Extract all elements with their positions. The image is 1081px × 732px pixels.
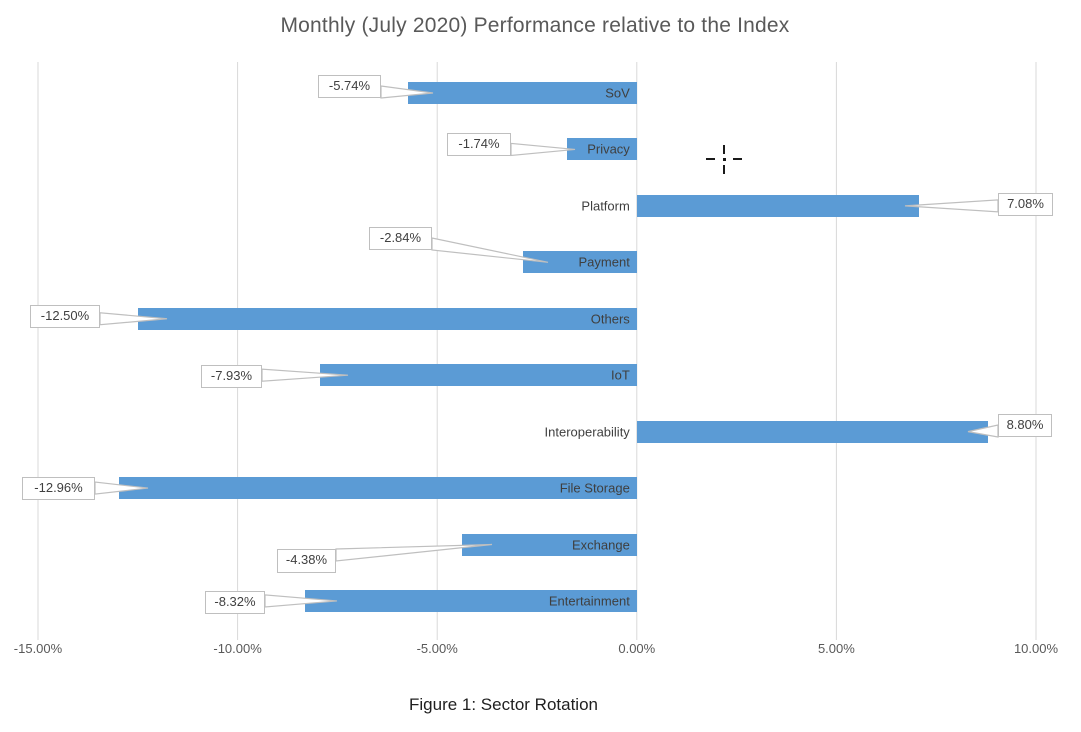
- data-label-callout: -1.74%: [447, 133, 511, 156]
- data-label-callout: -12.96%: [22, 477, 95, 500]
- callout-leader: [510, 142, 576, 157]
- category-label: Entertainment: [548, 593, 630, 609]
- chart-bar: [119, 477, 637, 500]
- category-label: File Storage: [559, 480, 630, 496]
- crosshair-cursor: [706, 145, 742, 174]
- x-axis-tick-label: 5.00%: [817, 641, 855, 656]
- x-axis-tick-label: -10.00%: [213, 641, 262, 656]
- category-label: IoT: [611, 367, 630, 383]
- data-label-callout: -8.32%: [205, 591, 265, 614]
- callout-leader: [94, 481, 149, 495]
- category-label: Payment: [578, 254, 630, 270]
- chart-bar: [137, 307, 637, 330]
- chart-bar: [523, 251, 637, 274]
- x-axis-tick-label: -15.00%: [13, 641, 63, 656]
- data-label-callout: -12.50%: [30, 305, 100, 328]
- chart-title: Monthly (July 2020) Performance relative…: [280, 14, 790, 37]
- category-label: Interoperability: [544, 424, 630, 440]
- category-label: Others: [590, 311, 630, 327]
- x-axis-tick-label: -5.00%: [416, 641, 458, 656]
- category-label: Platform: [581, 198, 630, 214]
- chart-bar: [461, 533, 637, 556]
- callout-leader: [431, 237, 549, 263]
- x-axis-tick-label: 0.00%: [618, 641, 656, 656]
- data-label-callout: 8.80%: [998, 414, 1052, 437]
- data-label-callout: -5.74%: [318, 75, 381, 98]
- callout-leader: [261, 368, 349, 382]
- callout-leader: [99, 312, 168, 326]
- chart-bar: [567, 138, 637, 161]
- figure-caption: Figure 1: Sector Rotation: [409, 695, 598, 714]
- callout-leader: [264, 594, 338, 608]
- chart-bar: [636, 194, 920, 217]
- category-label: Exchange: [571, 537, 630, 553]
- callout-leader: [380, 85, 434, 99]
- data-label-callout: 7.08%: [998, 193, 1053, 216]
- chart-bar: [320, 364, 637, 387]
- chart-bar: [304, 589, 637, 612]
- data-label-callout: -7.93%: [201, 365, 262, 388]
- x-axis-tick-label: 10.00%: [1013, 641, 1059, 656]
- chart-bar: [407, 82, 637, 104]
- chart-bar: [636, 420, 989, 443]
- category-label: SoV: [605, 85, 630, 101]
- data-label-callout: -2.84%: [369, 227, 432, 250]
- category-label: Privacy: [587, 141, 630, 157]
- data-label-callout: -4.38%: [277, 549, 336, 573]
- callout-leader: [335, 543, 493, 562]
